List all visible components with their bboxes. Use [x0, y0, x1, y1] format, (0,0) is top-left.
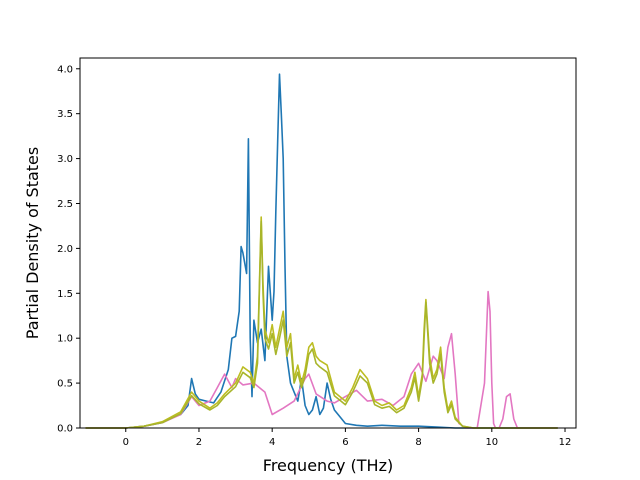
pdos-series-1-line	[85, 73, 558, 429]
y-tick-label: 3.5	[57, 109, 73, 120]
x-axis-label: Frequency (THz)	[263, 456, 393, 475]
pdos-series-2-line	[85, 290, 558, 429]
y-axis-label: Partial Density of States	[23, 147, 42, 339]
y-tick-label: 3.0	[57, 154, 73, 165]
y-tick-label: 2.5	[57, 199, 73, 210]
y-tick-label: 2.0	[57, 244, 73, 255]
x-tick-label: 2	[196, 437, 202, 448]
x-tick-label: 12	[559, 437, 572, 448]
y-tick-label: 0.0	[57, 424, 73, 435]
x-tick-label: 4	[269, 437, 275, 448]
x-axis: 0 2 4 6 8 10 12	[123, 428, 572, 448]
y-tick-label: 1.5	[57, 289, 73, 300]
y-tick-label: 4.0	[57, 64, 73, 75]
x-tick-label: 8	[415, 437, 421, 448]
y-axis: 0.0 0.5 1.0 1.5 2.0 2.5 3.0 3.5 4.0	[57, 64, 80, 435]
x-tick-label: 6	[342, 437, 348, 448]
x-tick-label: 10	[485, 437, 498, 448]
plot-lines	[85, 73, 558, 429]
x-tick-label: 0	[123, 437, 129, 448]
y-tick-label: 1.0	[57, 334, 73, 345]
axes-frame	[79, 57, 577, 429]
pdos-series-4-line	[85, 220, 558, 429]
y-tick-label: 0.5	[57, 379, 73, 390]
